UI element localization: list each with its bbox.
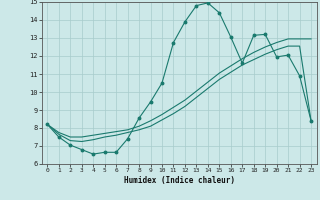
X-axis label: Humidex (Indice chaleur): Humidex (Indice chaleur) (124, 176, 235, 185)
